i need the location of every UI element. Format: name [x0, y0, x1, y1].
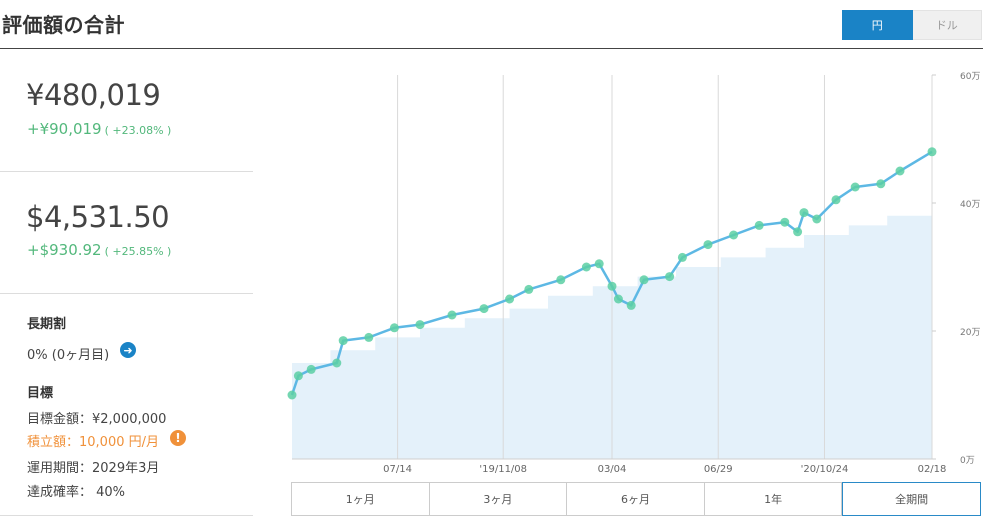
- currency-toggle: 円 ドル: [842, 10, 982, 40]
- range-button[interactable]: 3ヶ月: [429, 482, 568, 516]
- goal-monthly: 積立額：10,000 円/月: [27, 435, 159, 450]
- summary-divider: [0, 171, 253, 172]
- range-button[interactable]: 全期間: [842, 482, 981, 516]
- goal-divider: [0, 515, 253, 516]
- gain-usd-amount: +$930.92: [27, 241, 102, 259]
- range-button[interactable]: 1ヶ月: [291, 482, 430, 516]
- gain-yen-percent: ( +23.08% ): [104, 124, 172, 137]
- data-point: [876, 179, 886, 189]
- long-term-label: 長期割: [27, 317, 67, 332]
- x-tick-label: '19/11/08: [479, 464, 527, 475]
- arrow-right-icon[interactable]: ➜: [120, 342, 136, 358]
- data-point: [812, 214, 822, 224]
- data-point: [780, 217, 790, 227]
- y-tick-label: 20万: [960, 328, 980, 338]
- data-point: [338, 336, 348, 346]
- data-point: [447, 310, 457, 320]
- total-value-usd: $4,531.50: [26, 200, 170, 234]
- data-point: [831, 195, 841, 205]
- data-point: [364, 332, 374, 342]
- data-point: [793, 227, 803, 237]
- goal-amount: 目標金額：¥2,000,000: [27, 412, 167, 427]
- data-point: [556, 275, 566, 285]
- data-point: [524, 284, 534, 294]
- range-selector: 1ヶ月 3ヶ月 6ヶ月 1年 全期間: [291, 482, 981, 516]
- total-value-yen: ¥480,019: [26, 78, 161, 112]
- x-tick-label: 07/14: [383, 464, 412, 475]
- data-point: [594, 259, 604, 269]
- data-point: [665, 272, 675, 282]
- goal-probability: 達成確率： 40%: [27, 485, 126, 500]
- data-point: [677, 252, 687, 262]
- data-point: [505, 294, 515, 304]
- data-point: [799, 208, 809, 218]
- x-tick-label: 02/18: [918, 464, 947, 475]
- data-point: [306, 364, 316, 374]
- currency-yen-button[interactable]: 円: [842, 10, 913, 40]
- gain-usd: +$930.92( +25.85% ): [27, 241, 171, 259]
- data-point: [415, 320, 425, 330]
- y-tick-label: 40万: [960, 200, 980, 210]
- data-point: [895, 166, 905, 176]
- data-point: [607, 281, 617, 291]
- page-title: 評価額の合計: [2, 13, 125, 37]
- x-tick-label: 03/04: [598, 464, 627, 475]
- data-point: [626, 300, 636, 310]
- header: 評価額の合計 円 ドル: [0, 0, 998, 50]
- data-point: [639, 275, 649, 285]
- data-point: [927, 147, 937, 157]
- asset-chart: 07/14 '19/11/08 03/04 06/29 '20/10/24 02/18 0万…: [287, 72, 980, 475]
- gain-yen-amount: +¥90,019: [27, 120, 102, 138]
- x-tick-label: '20/10/24: [801, 464, 849, 475]
- data-point: [479, 304, 489, 314]
- x-tick-label: 06/29: [704, 464, 733, 475]
- gain-yen: +¥90,019( +23.08% ): [27, 120, 171, 138]
- data-point: [287, 390, 297, 400]
- exclamation-icon[interactable]: !: [170, 430, 186, 446]
- goal-period: 運用期間：2029年3月: [27, 461, 160, 476]
- data-point: [850, 182, 860, 192]
- goal-label: 目標: [27, 386, 54, 401]
- gain-usd-percent: ( +25.85% ): [104, 245, 172, 258]
- data-point: [581, 262, 591, 272]
- data-point: [613, 294, 623, 304]
- data-point: [389, 323, 399, 333]
- data-point: [703, 240, 713, 250]
- y-tick-label: 0万: [960, 456, 975, 466]
- data-point: [729, 230, 739, 240]
- currency-dollar-button[interactable]: ドル: [912, 10, 982, 40]
- range-button[interactable]: 1年: [704, 482, 843, 516]
- data-point: [293, 371, 303, 381]
- header-divider: [0, 48, 983, 49]
- range-button[interactable]: 6ヶ月: [567, 482, 705, 516]
- long-term-value: 0% (0ヶ月目): [27, 348, 110, 363]
- summary-divider: [0, 293, 253, 294]
- data-point: [754, 220, 764, 230]
- y-tick-label: 60万: [960, 72, 980, 82]
- data-point: [332, 358, 342, 368]
